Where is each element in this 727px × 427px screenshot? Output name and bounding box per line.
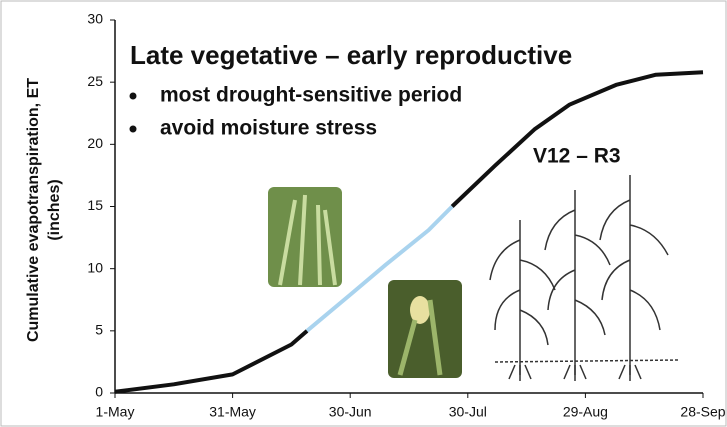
x-tick-label: 29-Aug bbox=[563, 404, 608, 420]
line-series bbox=[114, 70, 704, 394]
y-axis-label: Cumulative evapotranspiration, ET bbox=[25, 78, 42, 342]
y-tick-label: 5 bbox=[95, 322, 103, 338]
y-tick-label: 30 bbox=[87, 11, 103, 27]
x-tick-label: 28-Sep bbox=[680, 404, 725, 420]
photo-tassel bbox=[268, 187, 342, 287]
y-tick-label: 0 bbox=[95, 384, 103, 400]
y-axis-label: (inches) bbox=[46, 179, 63, 240]
y-tick-label: 25 bbox=[87, 73, 103, 89]
annotation: avoid moisture stress bbox=[160, 117, 377, 140]
x-tick-label: 30-Jul bbox=[449, 404, 487, 420]
corn-plants bbox=[489, 175, 681, 381]
y-tick-label: 10 bbox=[87, 259, 103, 275]
annotation: V12 – R3 bbox=[533, 145, 621, 168]
annotation: most drought-sensitive period bbox=[160, 84, 462, 107]
x-tick-label: 30-Jun bbox=[329, 404, 372, 420]
photo-silk bbox=[388, 280, 462, 378]
y-tick-label: 15 bbox=[87, 197, 103, 213]
bullet bbox=[129, 125, 137, 133]
line-series bbox=[305, 205, 454, 333]
x-tick-label: 31-May bbox=[209, 404, 256, 420]
x-tick-label: 1-May bbox=[96, 404, 135, 420]
bullet bbox=[129, 92, 137, 100]
chart-title: Late vegetative – early reproductive bbox=[130, 40, 572, 70]
y-tick-label: 20 bbox=[87, 135, 103, 151]
